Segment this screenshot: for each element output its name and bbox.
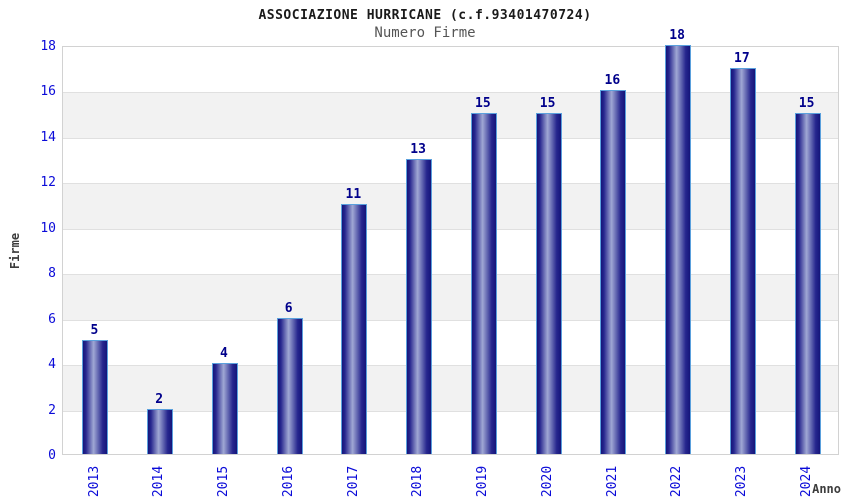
bar-value-label: 13 — [410, 141, 426, 157]
chart-subtitle: Numero Firme — [374, 25, 476, 41]
plot-band — [63, 92, 838, 138]
x-axis-tick-label: 2016 — [281, 465, 297, 497]
y-axis-tick-label: 10 — [40, 220, 56, 236]
bar-value-label: 15 — [539, 96, 556, 112]
x-axis-tick-label: 2021 — [604, 465, 620, 497]
bar-2018 — [406, 158, 433, 454]
y-axis-tick-label: 12 — [40, 175, 56, 191]
y-axis-tick-label: 16 — [40, 84, 56, 100]
gridline — [63, 137, 838, 139]
y-axis-tick-label: 8 — [48, 266, 56, 282]
gridline — [63, 365, 838, 367]
plot-band — [63, 274, 838, 320]
bar-2024 — [794, 113, 821, 454]
plot-band — [63, 365, 838, 411]
x-axis-tick-label: 2020 — [540, 465, 556, 497]
bar-2015 — [211, 363, 238, 454]
bar-2014 — [147, 408, 174, 454]
y-axis-title: Firme — [8, 226, 22, 276]
x-axis-tick-label: 2013 — [86, 465, 102, 497]
bar-value-label: 6 — [284, 300, 293, 316]
x-axis-tick-label: 2023 — [734, 465, 750, 497]
bar-value-label: 4 — [219, 346, 228, 362]
chart-title: ASSOCIAZIONE HURRICANE (c.f.93401470724) — [258, 8, 592, 23]
y-axis-tick-label: 2 — [48, 402, 56, 418]
x-axis-tick-label: 2019 — [475, 465, 491, 497]
y-axis-tick-label: 4 — [48, 357, 56, 373]
x-axis-tick-label: 2018 — [410, 465, 426, 497]
y-axis-tick-label: 14 — [40, 129, 56, 145]
x-axis-tick-label: 2015 — [216, 465, 232, 497]
bar-2023 — [729, 67, 756, 454]
bar-value-label: 15 — [798, 96, 815, 112]
y-axis-tick-label: 18 — [40, 39, 56, 54]
gridline — [63, 274, 838, 276]
bar-2013 — [82, 340, 109, 454]
plot-band — [63, 183, 838, 229]
bar-value-label: 15 — [475, 96, 491, 112]
bar-value-label: 17 — [734, 50, 750, 66]
bar-value-label: 11 — [345, 187, 362, 203]
y-axis-tick-label: 6 — [48, 311, 56, 327]
gridline — [63, 183, 838, 185]
bar-2017 — [341, 204, 368, 454]
bar-2019 — [470, 113, 497, 454]
plot-area — [62, 45, 839, 455]
y-axis-tick-label: 0 — [48, 448, 56, 463]
bar-value-label: 18 — [669, 28, 685, 43]
gridline — [63, 92, 838, 94]
bar-value-label: 16 — [604, 73, 621, 89]
gridline — [63, 319, 838, 321]
x-axis-title: Anno — [812, 482, 841, 496]
bar-2021 — [600, 90, 627, 454]
bar-2022 — [665, 45, 692, 454]
bar-2020 — [535, 113, 562, 454]
bar-value-label: 2 — [155, 391, 164, 407]
bar-2016 — [276, 317, 303, 454]
x-axis-tick-label: 2014 — [151, 465, 167, 497]
x-axis-tick-label: 2024 — [799, 465, 815, 497]
gridline — [63, 228, 838, 230]
bar-value-label: 5 — [90, 323, 99, 339]
x-axis-tick-label: 2017 — [345, 465, 361, 497]
x-axis-tick-label: 2022 — [669, 465, 685, 497]
gridline — [63, 410, 838, 412]
y-axis-title-text: Firme — [8, 232, 22, 270]
